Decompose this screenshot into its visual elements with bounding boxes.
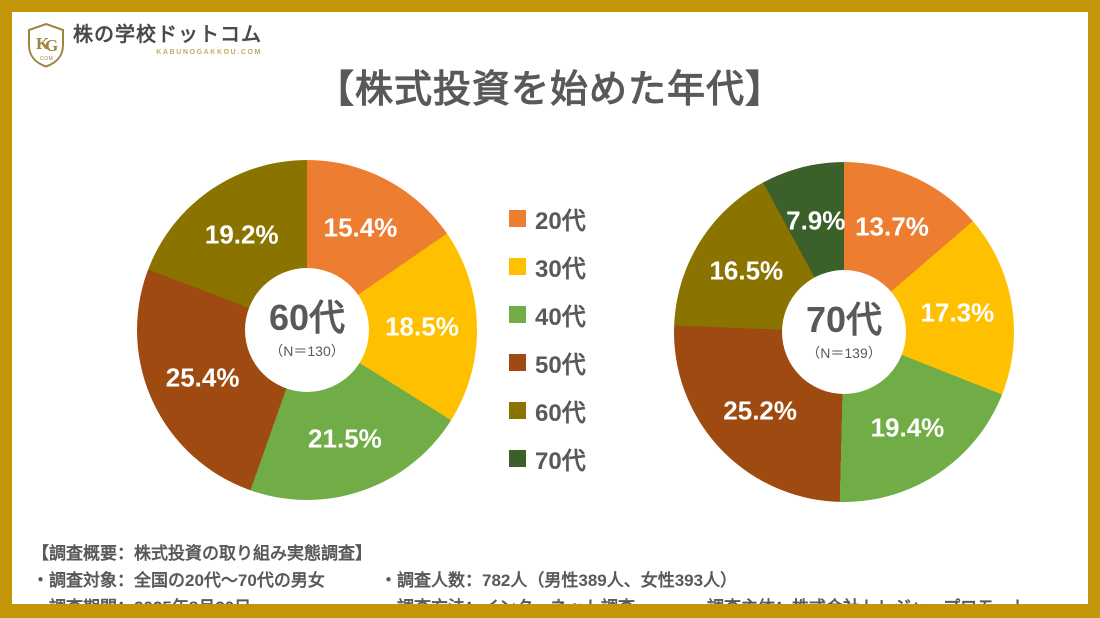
legend-label: 70代 <box>535 447 586 475</box>
survey-method: ・調査方法：インターネット調査 <box>380 598 635 617</box>
svg-text:G: G <box>45 36 58 55</box>
legend-swatch <box>509 209 526 227</box>
donut-chart-60s: 60代 （N＝130） 15.4% 18.5% 21.5% 25.4% 19.2% <box>137 160 477 500</box>
logo-domain-text: KABUNOGAKKOU.COM <box>156 49 262 56</box>
legend-swatch <box>509 401 526 419</box>
slice-label: 15.4% <box>323 212 398 243</box>
page-title: 【株式投資を始めた年代】 <box>315 69 784 111</box>
slice-label: 19.4% <box>870 412 945 443</box>
legend-item: 60代 <box>509 394 586 427</box>
slice-label: 19.2% <box>204 219 279 250</box>
slice-label: 13.7% <box>855 211 929 242</box>
slice-label: 21.5% <box>308 423 382 454</box>
survey-overview: 【調査概要：株式投資の取り組み実態調査】 ・調査対象：全国の20代〜70代の男女… <box>32 539 1088 617</box>
legend-swatch <box>509 353 526 371</box>
donut-center-n: （N＝130） <box>269 342 345 359</box>
slice-label: 7.9% <box>786 205 846 236</box>
slice-label: 16.5% <box>709 255 784 286</box>
legend-item: 40代 <box>509 298 586 331</box>
donut-center-title: 60代 <box>268 296 346 338</box>
survey-owner: ・調査主体：株式会社トレジャープロモート <box>690 598 1029 617</box>
donut-center-title: 70代 <box>805 298 883 340</box>
donut-chart-70s: 70代 （N＝139） 13.7% 17.3% 19.4% 25.2% 16.5% 7.9… <box>674 162 1014 502</box>
legend-label: 30代 <box>535 255 586 283</box>
legend-label: 50代 <box>535 351 586 379</box>
legend-item: 20代 <box>509 202 586 235</box>
legend-swatch <box>509 257 526 275</box>
shield-monogram-icon: K G COM <box>26 22 66 68</box>
slice-label: 18.5% <box>385 311 459 342</box>
legend-swatch <box>509 449 526 467</box>
survey-period: ・調査期間：2025年8月30日 <box>32 598 252 617</box>
slice-label: 25.2% <box>723 395 798 426</box>
donut-center-60s: 60代 （N＝130） <box>245 268 369 392</box>
legend-item: 50代 <box>509 346 586 379</box>
legend-label: 20代 <box>535 207 586 235</box>
slice-label: 25.4% <box>165 362 240 393</box>
chart-legend: 20代 30代 40代 50代 60代 70代 <box>509 202 586 490</box>
survey-target: ・調査対象：全国の20代〜70代の男女 <box>32 571 325 590</box>
site-logo: K G COM 株の学校ドットコム KABUNOGAKKOU.COM <box>26 22 262 68</box>
svg-text:K: K <box>36 34 50 53</box>
legend-swatch <box>509 305 526 323</box>
legend-label: 40代 <box>535 303 586 331</box>
legend-label: 60代 <box>535 399 586 427</box>
survey-heading: 【調査概要：株式投資の取り組み実態調査】 <box>32 544 372 563</box>
legend-item: 70代 <box>509 442 586 475</box>
legend-item: 30代 <box>509 250 586 283</box>
svg-text:COM: COM <box>40 56 53 62</box>
slice-label: 17.3% <box>920 297 995 328</box>
survey-count: ・調査人数：782人（男性389人、女性393人） <box>380 571 738 590</box>
donut-center-n: （N＝139） <box>806 344 882 361</box>
donut-center-70s: 70代 （N＝139） <box>782 270 906 394</box>
logo-brand-text: 株の学校ドットコム <box>73 24 262 46</box>
